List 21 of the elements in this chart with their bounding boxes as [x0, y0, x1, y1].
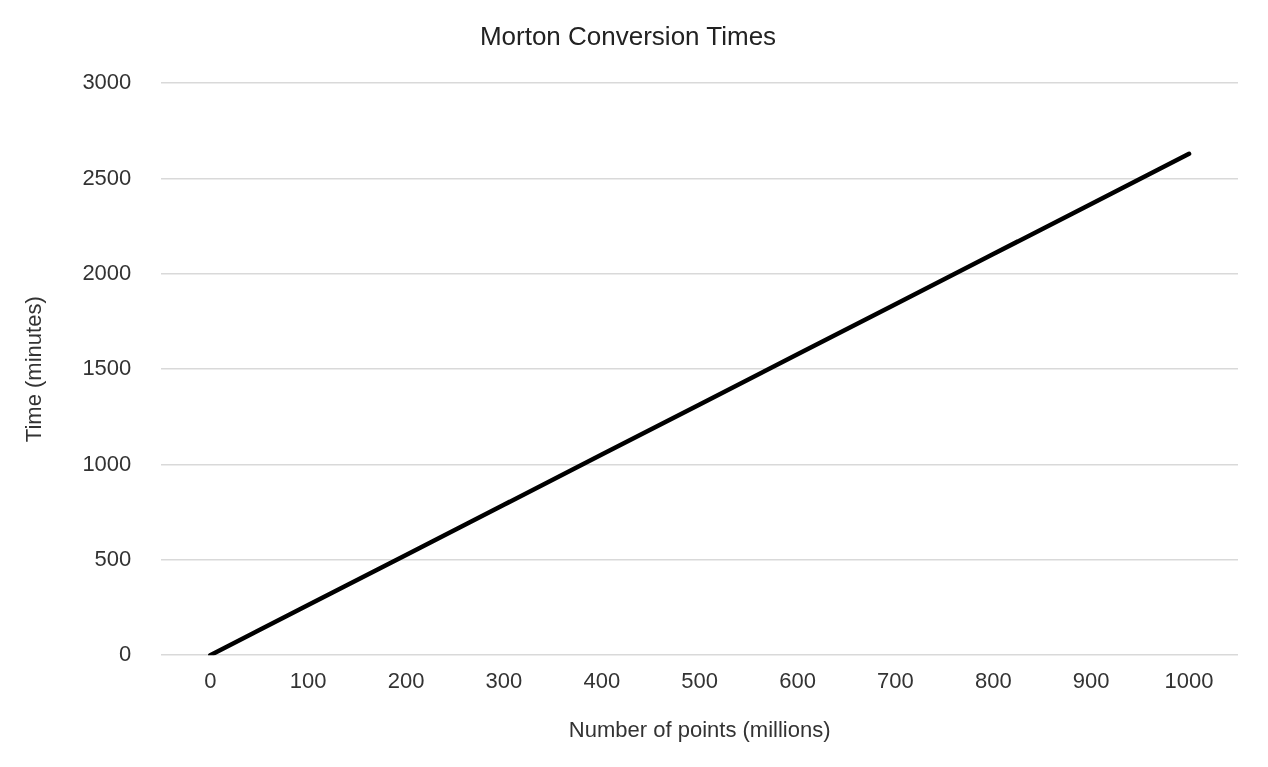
x-tick-label: 700 — [877, 668, 914, 694]
y-tick-label: 500 — [94, 545, 132, 571]
x-tick-label: 900 — [1072, 668, 1110, 694]
x-axis-title: Number of points (millions) — [568, 716, 831, 742]
x-tick-label: 100 — [289, 668, 327, 694]
x-tick-label: 600 — [779, 668, 816, 694]
x-tick-label: 300 — [485, 668, 523, 694]
x-tick-label: 400 — [583, 668, 621, 694]
chart-title: Morton Conversion Times — [479, 20, 777, 51]
x-tick-label: 0 — [204, 668, 217, 694]
y-tick-label: 2500 — [82, 164, 132, 190]
y-tick-label: 1500 — [82, 355, 132, 381]
x-tick-label: 200 — [387, 668, 425, 694]
y-tick-label: 0 — [119, 641, 132, 667]
x-tick-label: 500 — [681, 668, 719, 694]
x-tick-label: 800 — [974, 668, 1012, 694]
x-tick-label: 1000 — [1164, 668, 1214, 694]
y-tick-label: 3000 — [82, 69, 132, 95]
y-tick-label: 2000 — [82, 259, 132, 285]
y-tick-label: 1000 — [82, 450, 132, 476]
y-axis-title: Time (minutes) — [21, 296, 47, 443]
